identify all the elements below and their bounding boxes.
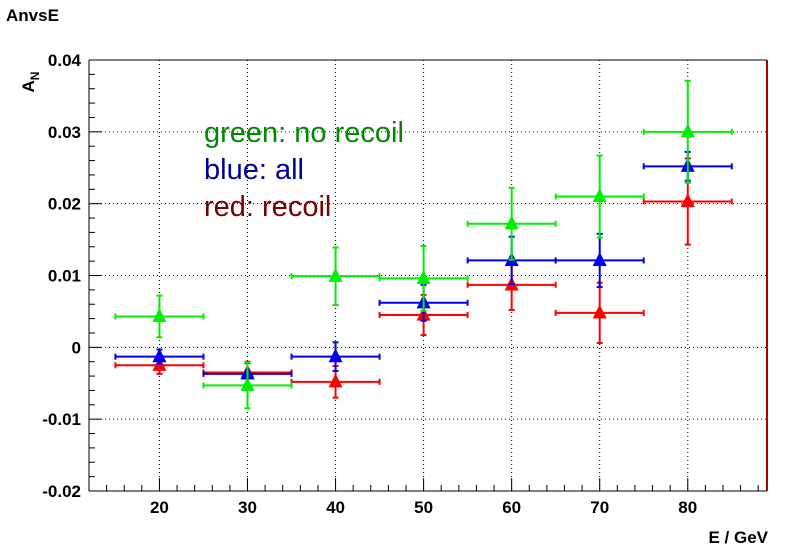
x-tick-label: 60: [502, 498, 521, 517]
x-axis-title: E / GeV: [708, 528, 768, 547]
x-tick-label: 80: [678, 498, 697, 517]
data-point-marker: [504, 215, 519, 230]
y-axis-title: AN: [19, 72, 42, 93]
y-tick-label: 0.02: [48, 195, 81, 214]
data-point-marker: [416, 269, 431, 284]
data-point-marker: [592, 188, 607, 203]
data-point-marker: [328, 348, 343, 363]
grid-lines: [89, 59, 767, 492]
data-point-marker: [240, 377, 255, 392]
x-tick-label: 40: [326, 498, 345, 517]
y-tick-label: 0.04: [48, 51, 82, 70]
legend-annotations: green: no recoil blue: all red: recoil: [204, 117, 404, 223]
data-point-marker: [328, 373, 343, 388]
series: [114, 157, 733, 399]
data-point-marker: [328, 267, 343, 282]
y-axis-title-sub: N: [28, 72, 42, 81]
series: [114, 79, 733, 410]
legend-annotation: green: no recoil: [204, 117, 404, 149]
y-tick-label: 0.03: [48, 123, 81, 142]
x-tick-label: 30: [238, 498, 257, 517]
data-series: [114, 79, 733, 410]
data-point-marker: [592, 304, 607, 319]
y-axis-title-main: A: [19, 80, 38, 92]
legend-annotation: blue: all: [204, 154, 304, 186]
y-tick-label: -0.01: [42, 410, 81, 429]
data-point-marker: [680, 123, 695, 138]
legend-annotation: red: recoil: [204, 191, 331, 223]
data-point-marker: [152, 308, 167, 323]
x-tick-label: 70: [590, 498, 609, 517]
data-point-marker: [680, 193, 695, 208]
y-tick-label: 0: [72, 338, 81, 357]
x-tick-label: 50: [414, 498, 433, 517]
y-tick-label: 0.01: [48, 267, 81, 286]
data-point-marker: [152, 348, 167, 363]
data-point-marker: [592, 252, 607, 267]
x-tick-label: 20: [150, 498, 169, 517]
tick-labels: 20 30 40 50 60 70 80 -0.02 -0.01 0 0.01 0.02 0.03 0.0…: [42, 51, 697, 517]
axis-ticks: [88, 59, 759, 492]
y-tick-label: -0.02: [42, 482, 81, 501]
histogram-title: AnvsE: [6, 6, 59, 25]
